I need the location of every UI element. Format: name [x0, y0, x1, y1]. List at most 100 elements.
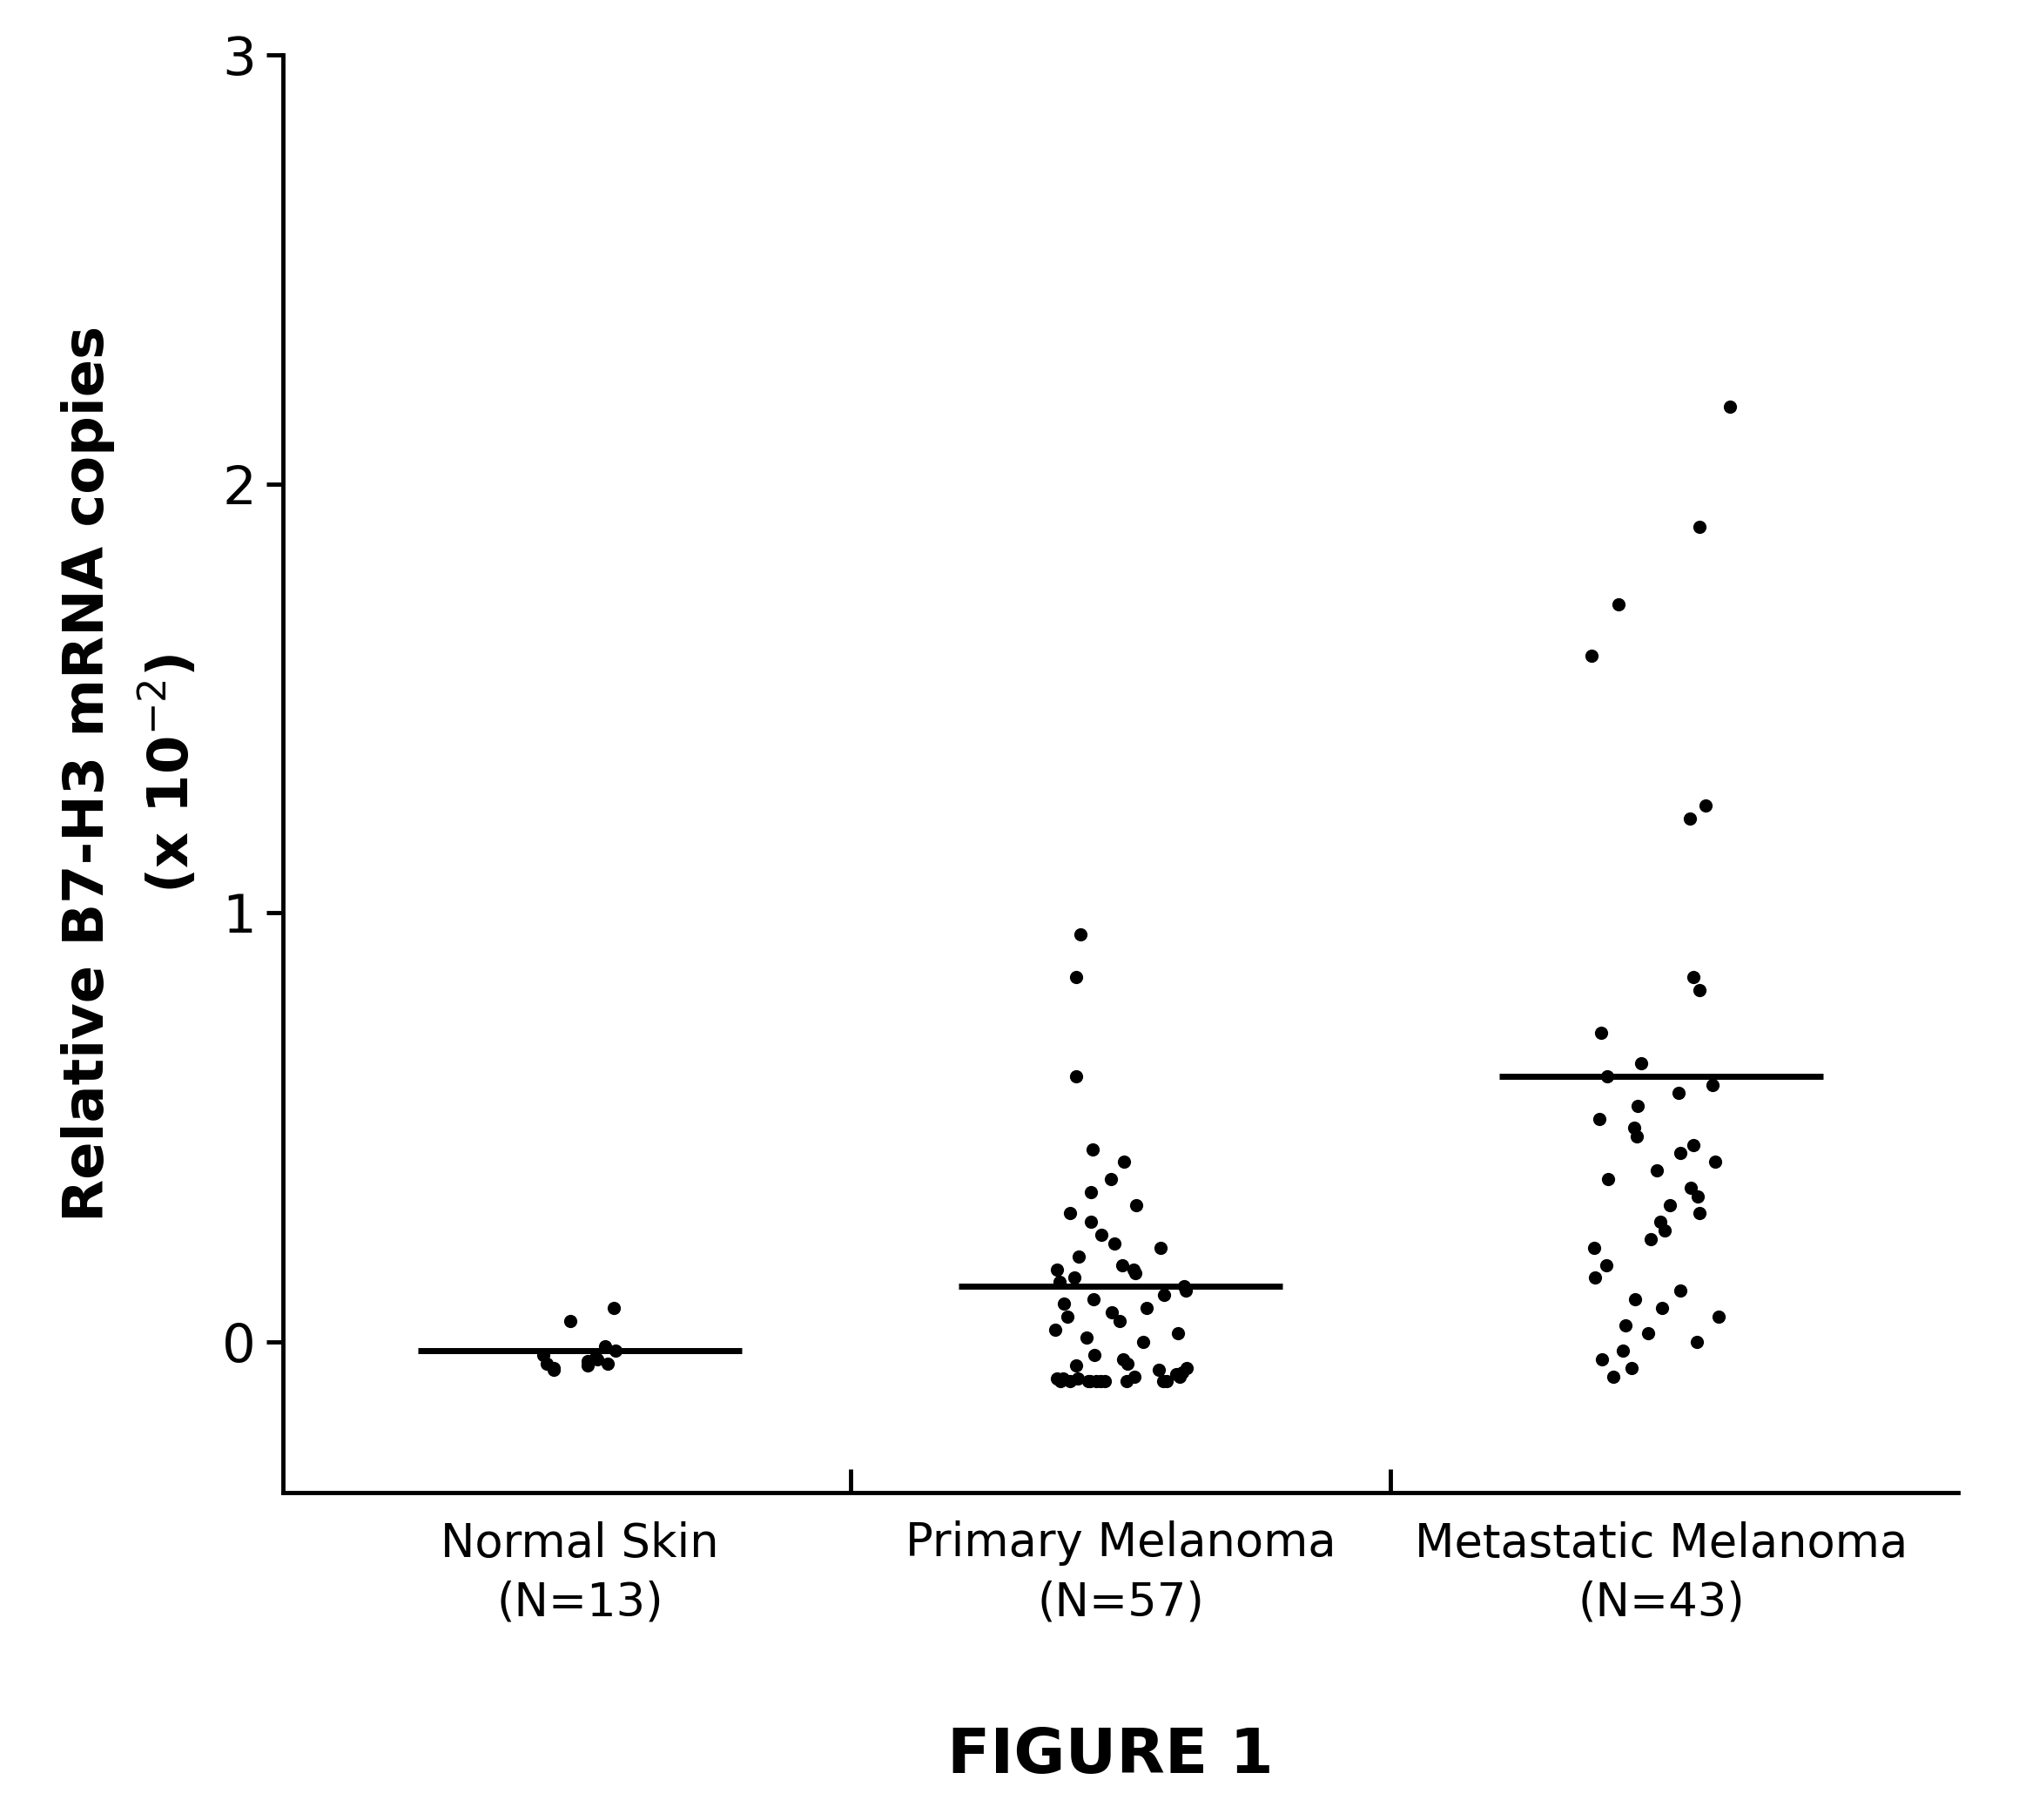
Point — [1040, 1314, 1072, 1343]
Point — [1078, 1341, 1110, 1370]
Point — [1662, 1079, 1694, 1108]
Point — [527, 1341, 559, 1370]
Point — [1585, 1019, 1617, 1048]
Point — [1575, 641, 1607, 670]
Point — [1084, 1367, 1117, 1396]
Point — [1163, 1361, 1195, 1390]
Point — [1086, 1221, 1119, 1250]
Point — [1151, 1367, 1183, 1396]
Point — [1648, 1216, 1680, 1245]
Point — [1108, 1147, 1141, 1176]
Point — [1684, 1199, 1716, 1229]
Point — [1070, 1323, 1102, 1352]
Point — [1044, 1367, 1076, 1396]
Point — [1621, 1121, 1654, 1150]
Point — [1664, 1139, 1696, 1168]
Point — [1714, 391, 1746, 420]
Point — [592, 1349, 624, 1378]
Point — [571, 1347, 604, 1376]
Point — [1674, 804, 1706, 834]
Point — [1171, 1354, 1203, 1383]
Point — [1700, 1147, 1732, 1176]
Point — [1676, 1174, 1708, 1203]
Point — [1621, 1092, 1654, 1121]
Point — [1054, 1199, 1086, 1229]
Point — [1040, 1365, 1072, 1394]
Point — [1052, 1301, 1084, 1330]
Point — [1633, 1320, 1666, 1349]
Point — [1591, 1165, 1623, 1194]
Point — [1106, 1345, 1139, 1374]
Point — [1121, 1190, 1153, 1219]
Point — [590, 1332, 622, 1361]
Point — [1117, 1254, 1149, 1283]
Point — [1062, 1365, 1094, 1394]
Point — [1167, 1358, 1199, 1387]
Point — [1603, 590, 1635, 619]
Point — [1145, 1234, 1177, 1263]
Point — [1060, 963, 1092, 992]
Point — [1615, 1354, 1648, 1383]
Point — [1684, 511, 1716, 541]
Point — [1119, 1361, 1151, 1390]
Point — [1060, 1350, 1092, 1380]
Point — [1645, 1294, 1678, 1323]
Point — [1607, 1336, 1639, 1365]
Point — [1040, 1254, 1072, 1283]
Point — [1159, 1360, 1191, 1389]
Point — [1080, 1367, 1112, 1396]
Point — [1619, 1285, 1652, 1314]
Point — [537, 1356, 569, 1385]
Point — [1131, 1294, 1163, 1323]
Point — [1641, 1156, 1674, 1185]
Point — [1167, 1272, 1199, 1301]
Point — [581, 1345, 614, 1374]
Point — [1054, 1367, 1086, 1396]
Point — [1619, 1114, 1652, 1143]
Point — [1169, 1276, 1201, 1305]
Point — [1589, 1250, 1621, 1279]
Point — [1696, 1070, 1728, 1099]
Point — [1664, 1276, 1696, 1305]
Point — [1579, 1263, 1611, 1292]
Point — [600, 1336, 632, 1365]
Point — [1110, 1349, 1143, 1378]
Point — [1104, 1307, 1137, 1336]
Point — [1682, 1181, 1714, 1210]
Point — [1147, 1367, 1179, 1396]
Point — [1161, 1320, 1193, 1349]
Point — [1143, 1356, 1175, 1385]
Point — [1106, 1250, 1139, 1279]
Point — [1096, 1298, 1129, 1327]
Point — [1076, 1134, 1108, 1163]
Point — [1048, 1289, 1080, 1318]
Point — [1074, 1178, 1106, 1207]
Point — [1094, 1165, 1127, 1194]
Point — [1583, 1105, 1615, 1134]
Point — [1635, 1225, 1668, 1254]
Y-axis label: Relative B7-H3 mRNA copies
(x 10$^{-2}$): Relative B7-H3 mRNA copies (x 10$^{-2}$) — [61, 326, 200, 1221]
Point — [1585, 1345, 1617, 1374]
Point — [1147, 1281, 1179, 1310]
Point — [1072, 1367, 1104, 1396]
Point — [1579, 1234, 1611, 1263]
Point — [1597, 1361, 1629, 1390]
Point — [1076, 1285, 1108, 1314]
Point — [1119, 1259, 1151, 1289]
Point — [1127, 1327, 1159, 1356]
Point — [1702, 1301, 1734, 1330]
Point — [1076, 1207, 1108, 1236]
Point — [571, 1350, 604, 1380]
Point — [1044, 1267, 1076, 1296]
Point — [555, 1307, 588, 1336]
Point — [1060, 1061, 1092, 1090]
Point — [1654, 1190, 1686, 1219]
Point — [1088, 1367, 1121, 1396]
Point — [1643, 1207, 1676, 1236]
Point — [1064, 919, 1096, 948]
Point — [1098, 1228, 1131, 1258]
Point — [1609, 1310, 1641, 1340]
Point — [598, 1294, 630, 1323]
Point — [1046, 1365, 1078, 1394]
Point — [1678, 1130, 1710, 1159]
